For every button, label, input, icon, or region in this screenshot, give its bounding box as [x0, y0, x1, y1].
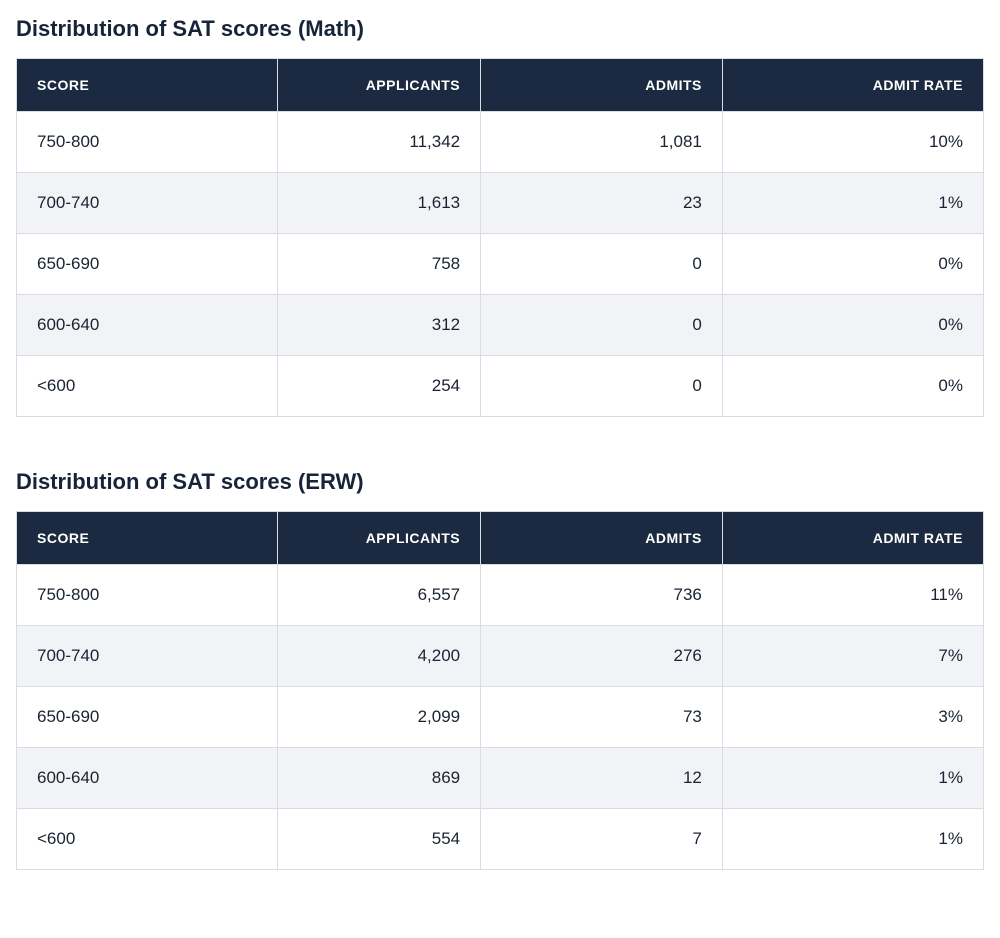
cell-score: 700-740	[17, 173, 278, 234]
sat-math-section: Distribution of SAT scores (Math) SCORE …	[16, 16, 984, 417]
cell-admits: 736	[481, 565, 723, 626]
table-row: 750-800 11,342 1,081 10%	[17, 112, 984, 173]
cell-admit-rate: 1%	[722, 809, 983, 870]
cell-admits: 12	[481, 748, 723, 809]
table-header-row: SCORE APPLICANTS ADMITS ADMIT RATE	[17, 512, 984, 565]
cell-admit-rate: 10%	[722, 112, 983, 173]
cell-applicants: 312	[278, 295, 481, 356]
col-admit-rate: ADMIT RATE	[722, 512, 983, 565]
sat-erw-section: Distribution of SAT scores (ERW) SCORE A…	[16, 469, 984, 870]
col-admits: ADMITS	[481, 512, 723, 565]
sat-erw-title: Distribution of SAT scores (ERW)	[16, 469, 984, 495]
cell-admit-rate: 7%	[722, 626, 983, 687]
cell-applicants: 6,557	[278, 565, 481, 626]
col-applicants: APPLICANTS	[278, 512, 481, 565]
table-row: 600-640 312 0 0%	[17, 295, 984, 356]
sat-math-table: SCORE APPLICANTS ADMITS ADMIT RATE 750-8…	[16, 58, 984, 417]
table-row: <600 554 7 1%	[17, 809, 984, 870]
cell-score: 750-800	[17, 112, 278, 173]
cell-admits: 276	[481, 626, 723, 687]
cell-score: 750-800	[17, 565, 278, 626]
table-row: 650-690 2,099 73 3%	[17, 687, 984, 748]
cell-applicants: 2,099	[278, 687, 481, 748]
cell-admits: 73	[481, 687, 723, 748]
col-score: SCORE	[17, 59, 278, 112]
cell-admits: 7	[481, 809, 723, 870]
table-row: 750-800 6,557 736 11%	[17, 565, 984, 626]
cell-admit-rate: 11%	[722, 565, 983, 626]
cell-applicants: 554	[278, 809, 481, 870]
cell-admits: 23	[481, 173, 723, 234]
table-row: 650-690 758 0 0%	[17, 234, 984, 295]
col-admits: ADMITS	[481, 59, 723, 112]
cell-score: 600-640	[17, 748, 278, 809]
table-row: <600 254 0 0%	[17, 356, 984, 417]
cell-score: <600	[17, 809, 278, 870]
col-admit-rate: ADMIT RATE	[722, 59, 983, 112]
cell-admits: 0	[481, 295, 723, 356]
cell-applicants: 4,200	[278, 626, 481, 687]
cell-applicants: 758	[278, 234, 481, 295]
table-row: 600-640 869 12 1%	[17, 748, 984, 809]
cell-score: 650-690	[17, 687, 278, 748]
cell-admit-rate: 0%	[722, 356, 983, 417]
cell-admit-rate: 1%	[722, 748, 983, 809]
cell-applicants: 1,613	[278, 173, 481, 234]
cell-admits: 0	[481, 356, 723, 417]
col-score: SCORE	[17, 512, 278, 565]
cell-admit-rate: 0%	[722, 295, 983, 356]
cell-score: 600-640	[17, 295, 278, 356]
cell-applicants: 869	[278, 748, 481, 809]
cell-applicants: 11,342	[278, 112, 481, 173]
table-row: 700-740 4,200 276 7%	[17, 626, 984, 687]
cell-applicants: 254	[278, 356, 481, 417]
table-row: 700-740 1,613 23 1%	[17, 173, 984, 234]
cell-admit-rate: 1%	[722, 173, 983, 234]
sat-erw-table: SCORE APPLICANTS ADMITS ADMIT RATE 750-8…	[16, 511, 984, 870]
table-header-row: SCORE APPLICANTS ADMITS ADMIT RATE	[17, 59, 984, 112]
cell-admits: 1,081	[481, 112, 723, 173]
cell-score: <600	[17, 356, 278, 417]
cell-admits: 0	[481, 234, 723, 295]
cell-admit-rate: 0%	[722, 234, 983, 295]
col-applicants: APPLICANTS	[278, 59, 481, 112]
cell-admit-rate: 3%	[722, 687, 983, 748]
cell-score: 650-690	[17, 234, 278, 295]
cell-score: 700-740	[17, 626, 278, 687]
sat-math-title: Distribution of SAT scores (Math)	[16, 16, 984, 42]
